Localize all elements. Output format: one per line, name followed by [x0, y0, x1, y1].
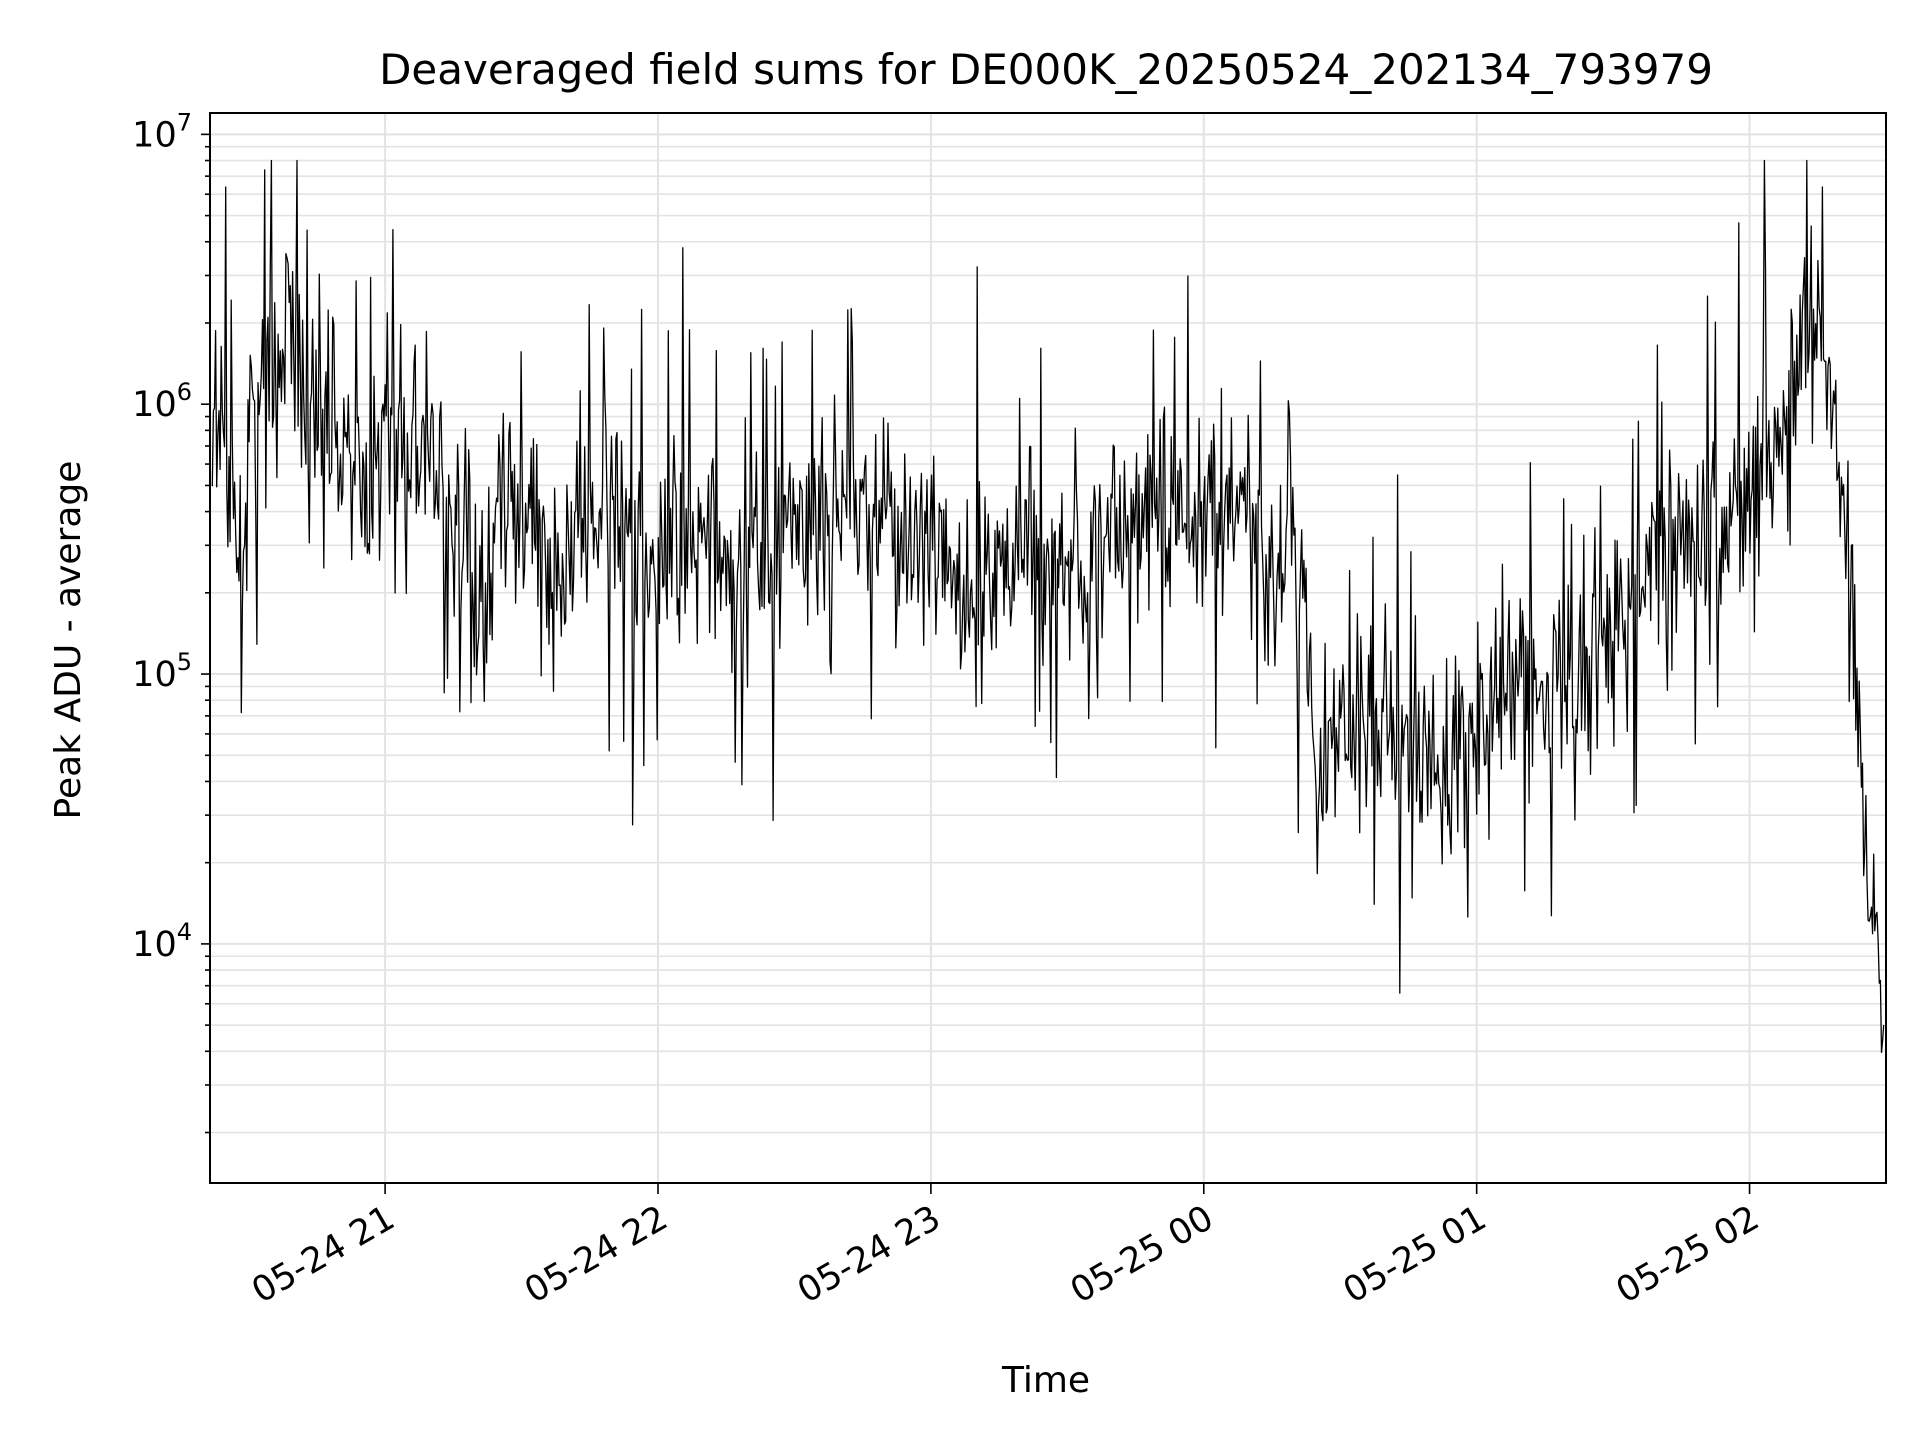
plot-frame — [209, 112, 1887, 1184]
series — [211, 159, 1885, 1054]
y-axis-label: Peak ADU - average — [48, 461, 89, 820]
x-axis-label: Time — [1001, 1360, 1090, 1401]
y-tick-label: 106 — [132, 378, 192, 425]
grid — [210, 113, 1886, 1183]
series-line — [211, 159, 1885, 1054]
y-tick-label: 107 — [132, 108, 192, 155]
y-tick-label: 105 — [132, 648, 192, 695]
chart-title: Deaveraged field sums for DE000K_2025052… — [379, 45, 1713, 94]
y-tick-label: 104 — [132, 918, 192, 965]
